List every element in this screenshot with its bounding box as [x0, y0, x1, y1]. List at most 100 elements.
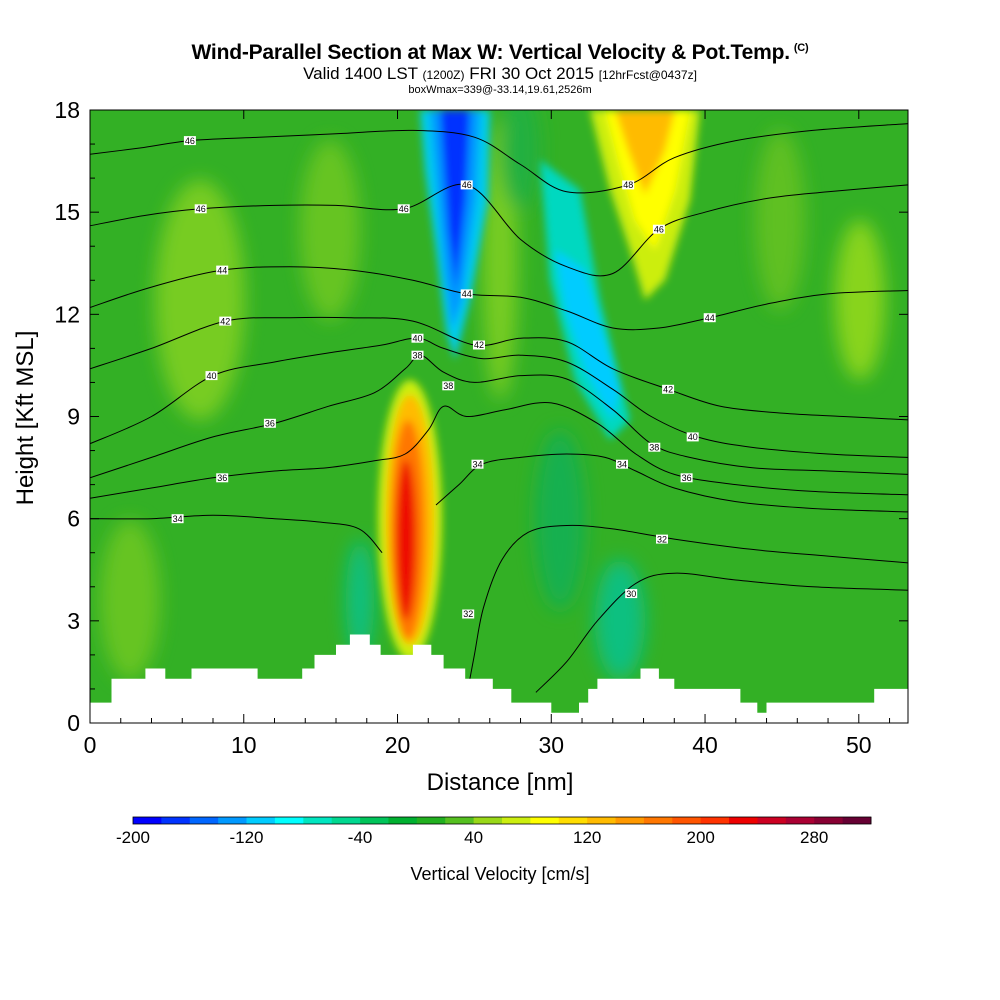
theta-label-text: 42 — [663, 385, 673, 395]
theta-label-text: 36 — [682, 473, 692, 483]
theta-contour-labels: 46 46 46 46 48 46 44 44 42 44 40 38 42 40 38 42 36 40 38 34… — [171, 136, 716, 619]
theta-label-box — [442, 381, 455, 391]
theta-label-box — [205, 371, 218, 381]
theta-label-text: 32 — [657, 534, 667, 544]
theta-contour-label: 48 — [622, 180, 635, 190]
chart-title: Wind-Parallel Section at Max W: Vertical… — [0, 36, 1000, 65]
theta-contour-label: 36 — [216, 473, 229, 483]
theta-contour-label: 36 — [680, 473, 693, 483]
theta-label-text: 32 — [463, 609, 473, 619]
downdraft2-core — [555, 250, 620, 420]
copyright-mark: (C) — [793, 42, 809, 54]
colorbar: -200 -120 -40 40 120 200 280 — [116, 816, 872, 847]
x-tick-label: 50 — [846, 732, 872, 758]
colorbar-swatch — [416, 817, 446, 824]
colorbar-swatch — [615, 817, 645, 824]
valid-zulu: (1200Z) — [422, 68, 465, 82]
theta-label-box — [703, 313, 716, 323]
colorbar-swatch — [558, 817, 588, 824]
x-tick-label: 40 — [692, 732, 718, 758]
theta-label-text: 40 — [412, 333, 422, 343]
theta-label-text: 40 — [206, 371, 216, 381]
field-patch — [100, 520, 160, 680]
colorbar-tick-label: -40 — [348, 828, 373, 847]
colorbar-swatch — [757, 817, 787, 824]
field-patch — [755, 130, 805, 310]
colorbar-swatch — [587, 817, 616, 824]
colorbar-swatch — [729, 817, 758, 824]
theta-contour-label: 42 — [219, 316, 232, 326]
theta-label-box — [680, 473, 693, 483]
y-tick-label: 6 — [67, 506, 80, 532]
theta-contour-label: 38 — [648, 442, 661, 452]
colorbar-label: Vertical Velocity [cm/s] — [410, 864, 589, 884]
theta-label-text: 44 — [705, 313, 715, 323]
colorbar-tick-label: 280 — [800, 828, 828, 847]
theta-contour-32 — [466, 524, 908, 696]
x-tick-label: 30 — [538, 732, 564, 758]
colorbar-tick-label: 200 — [687, 828, 715, 847]
theta-label-text: 48 — [623, 180, 633, 190]
colorbar-swatch — [161, 817, 191, 824]
theta-contour-40 — [90, 337, 908, 458]
theta-contour-label: 34 — [616, 459, 628, 469]
theta-contour-label: 46 — [194, 204, 207, 214]
theta-contour-label: 38 — [442, 381, 455, 391]
theta-label-box — [460, 289, 473, 299]
theta-label-box — [171, 514, 184, 524]
colorbar-swatch — [473, 817, 503, 824]
theta-label-box — [183, 136, 196, 146]
colorbar-swatch — [643, 817, 673, 824]
theta-label-box — [625, 589, 638, 599]
colorbar-swatch — [530, 817, 560, 824]
y-axis-label: Height [Kft MSL] — [12, 331, 39, 506]
theta-contour-label: 44 — [460, 289, 473, 299]
theta-label-text: 46 — [399, 204, 409, 214]
theta-label-text: 38 — [649, 442, 659, 452]
terrain-mask — [90, 634, 908, 723]
field-patch — [595, 560, 645, 680]
theta-contour-label: 42 — [662, 385, 675, 395]
theta-label-box — [216, 265, 229, 275]
downdraft-core — [440, 110, 470, 290]
theta-contour-36 — [90, 401, 908, 499]
colorbar-swatch — [700, 817, 730, 824]
field-cores — [378, 110, 700, 660]
theta-label-text: 36 — [217, 473, 227, 483]
theta-label-box — [616, 459, 628, 469]
y-tick-label: 3 — [67, 608, 80, 634]
theta-label-box — [473, 340, 485, 350]
colorbar-swatch — [303, 817, 333, 824]
colorbar-tick-label: 40 — [464, 828, 483, 847]
theta-label-text: 36 — [265, 419, 275, 429]
theta-contour-label: 36 — [263, 419, 276, 429]
y-tick-label: 9 — [67, 404, 80, 430]
x-tick-label: 0 — [84, 732, 97, 758]
theta-label-text: 46 — [185, 136, 195, 146]
theta-label-box — [652, 224, 665, 234]
theta-contour-30 — [535, 572, 908, 693]
theta-contour-38 — [90, 354, 908, 479]
box-wmax-info: boxWmax=339@-33.14,19.61,2526m — [408, 84, 592, 96]
theta-contour-label: 46 — [652, 224, 665, 234]
theta-contour-44 — [90, 266, 908, 331]
theta-label-box — [622, 180, 635, 190]
theta-contour-42 — [90, 316, 908, 421]
theta-label-box — [194, 204, 207, 214]
theta-contour-46 — [90, 183, 908, 277]
theta-contour-label: 46 — [183, 136, 196, 146]
colorbar-swatch — [246, 817, 276, 824]
chart-title-text: Wind-Parallel Section at Max W: Vertical… — [191, 41, 791, 64]
theta-label-text: 44 — [462, 289, 472, 299]
x-axis-label: Distance [nm] — [427, 769, 574, 796]
theta-label-box — [411, 350, 424, 360]
theta-label-text: 34 — [173, 514, 183, 524]
y-tick-label: 0 — [67, 710, 80, 736]
theta-contour-label: 44 — [703, 313, 716, 323]
field-patch — [155, 180, 245, 420]
theta-label-text: 30 — [626, 589, 636, 599]
field-patches — [100, 110, 885, 680]
colorbar-swatch — [388, 817, 418, 824]
updraft2-core — [615, 110, 675, 195]
theta-contour-label: 38 — [411, 350, 424, 360]
